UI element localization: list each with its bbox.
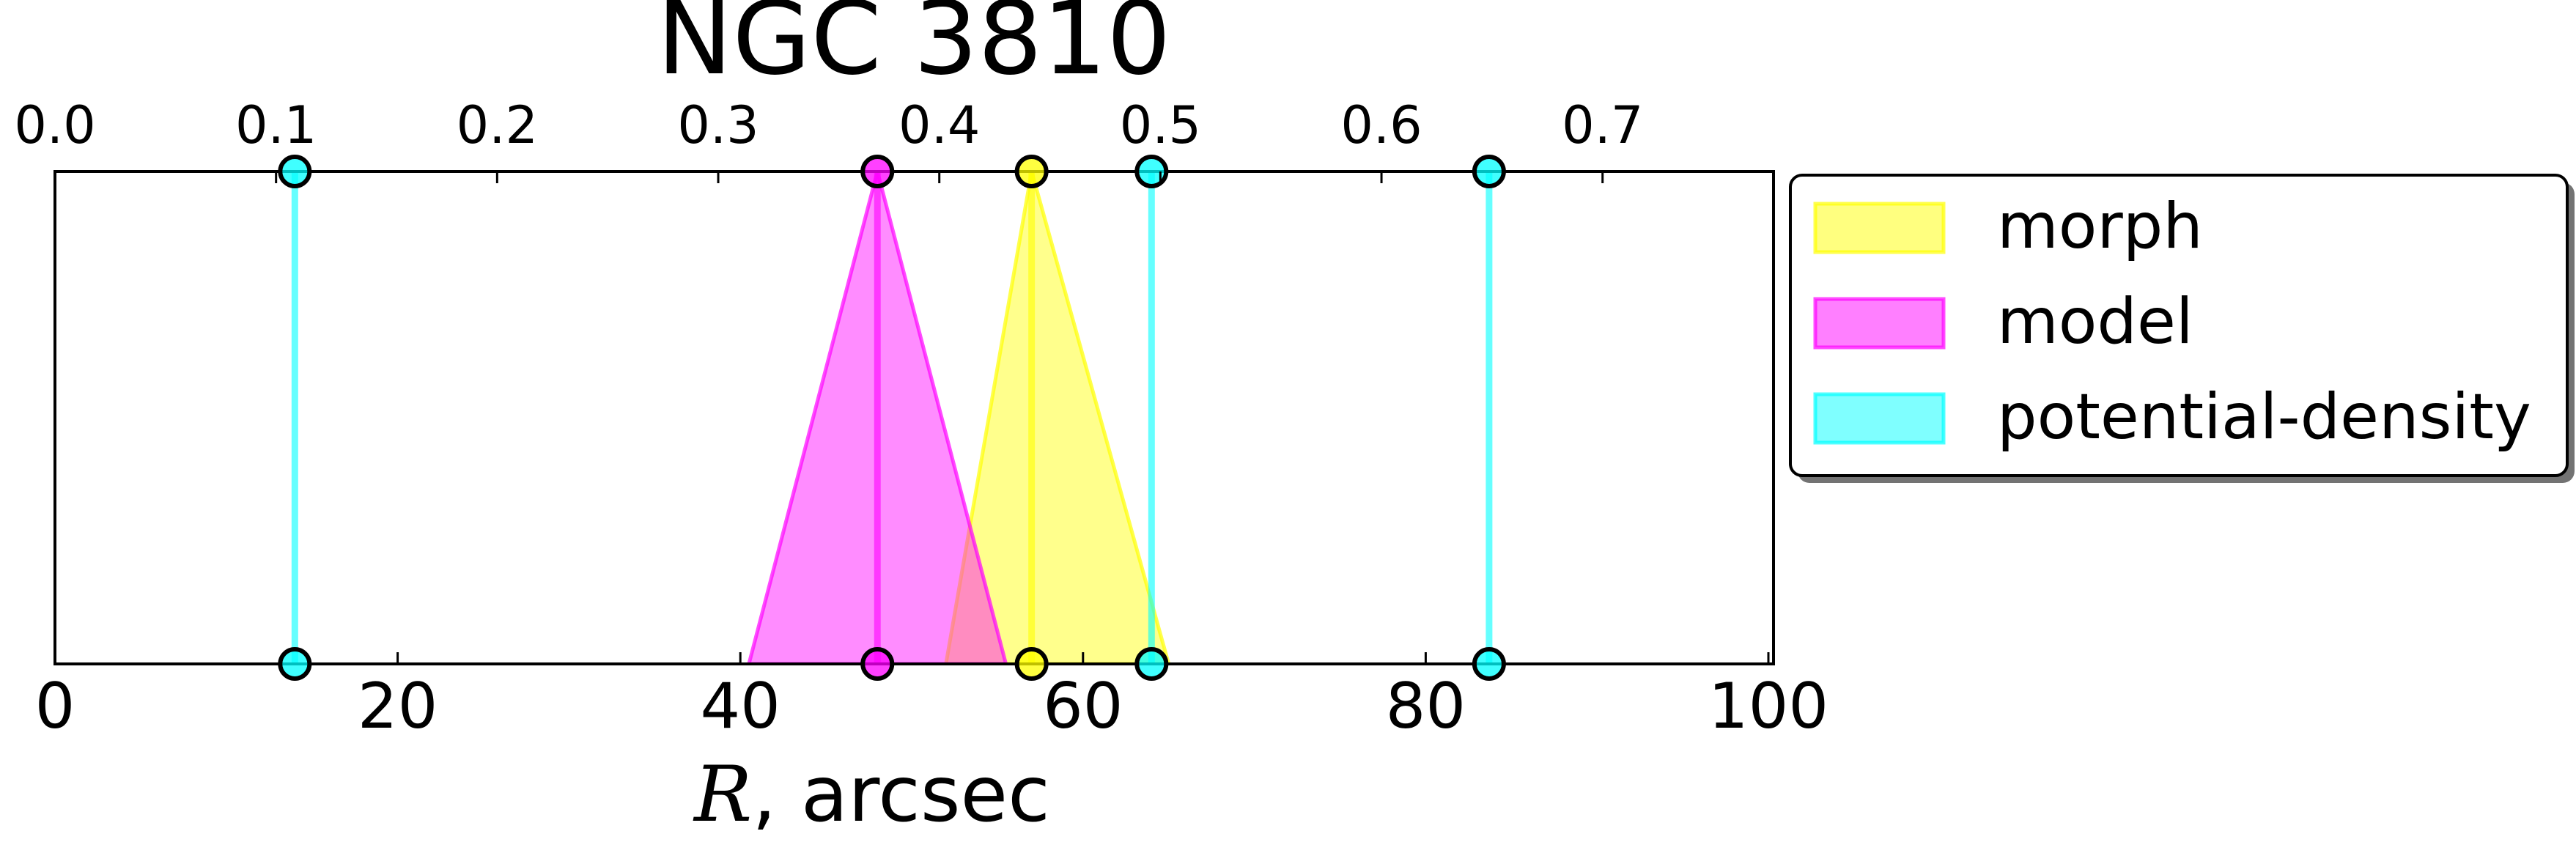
area-morph	[944, 171, 1171, 664]
marker-model-0-bottom	[860, 647, 895, 681]
legend-swatch-potential-density	[1813, 392, 1946, 445]
marker-potential-density-0-bottom	[278, 647, 312, 681]
top-x-tick-label: 0.5	[1120, 95, 1201, 155]
marker-potential-density-1-bottom	[1134, 647, 1169, 681]
legend-label-morph: morph	[1997, 190, 2203, 263]
x-axis-label: R, arcsec	[693, 750, 1050, 839]
marker-model-0-top	[860, 155, 895, 188]
top-x-tick-label: 0.2	[457, 95, 538, 155]
marker-morph-0-top	[1014, 155, 1049, 188]
top-x-tick-label: 0.7	[1562, 95, 1643, 155]
x-tick-label: 100	[1708, 670, 1828, 743]
chart-title: NGC 3810	[657, 0, 1171, 97]
legend-swatch-morph	[1813, 202, 1946, 254]
marker-potential-density-0-top	[278, 155, 312, 188]
top-x-tick-label: 0.6	[1340, 95, 1422, 155]
top-x-tick-label: 0.3	[677, 95, 759, 155]
top-x-tick-label: 0.1	[235, 95, 317, 155]
x-axis-label-symbol: R	[693, 750, 752, 839]
plot-area	[291, 171, 1493, 664]
legend: morph model potential-density	[1789, 174, 2575, 483]
legend-box	[1789, 174, 2569, 477]
marker-potential-density-1-top	[1134, 155, 1169, 188]
axes: 0 20 40 60 80 100 0.0 0.1 0.2 0.3 0.4 0.5 0.6 0.7	[14, 95, 1828, 743]
plot-frame	[53, 170, 1775, 665]
marker-potential-density-2-top	[1472, 155, 1506, 188]
legend-label-model: model	[1997, 285, 2193, 358]
legend-swatch-model	[1813, 297, 1946, 350]
x-axis-label-unit: , arcsec	[752, 750, 1050, 839]
x-tick-label: 60	[1043, 670, 1123, 743]
top-x-tick-label: 0.4	[898, 95, 980, 155]
marker-morph-0-bottom	[1014, 647, 1049, 681]
top-x-tick-label: 0.0	[14, 95, 95, 155]
legend-entries: morph model potential-density	[1813, 190, 2531, 454]
x-tick-label: 40	[700, 670, 780, 743]
legend-label-potential-density: potential-density	[1997, 380, 2531, 454]
x-tick-label: 0	[35, 670, 75, 743]
x-tick-label: 20	[358, 670, 438, 743]
x-tick-label: 80	[1386, 670, 1466, 743]
marker-potential-density-2-bottom	[1472, 647, 1506, 681]
